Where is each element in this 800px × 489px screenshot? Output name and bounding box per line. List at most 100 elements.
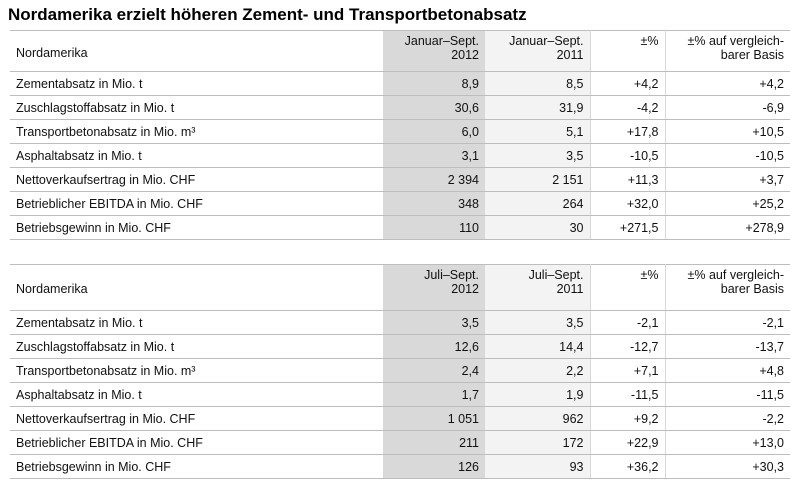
header-line: Januar–Sept. <box>404 34 479 48</box>
value-cell: -13,7 <box>664 334 790 359</box>
value-cell: 3,1 <box>383 143 485 168</box>
header-row: Nordamerika Januar–Sept. 2012 Januar–Sept. 2… <box>10 30 790 72</box>
value-cell: 126 <box>383 454 485 479</box>
header-line: Juli–Sept. <box>528 268 584 282</box>
value-cell: +25,2 <box>664 191 790 216</box>
value-cell: +9,2 <box>589 406 665 431</box>
row-label: Zementabsatz in Mio. t <box>10 310 383 335</box>
value-cell: 5,1 <box>485 119 590 144</box>
value-cell: +10,5 <box>664 119 790 144</box>
header-line: Januar–Sept. <box>509 34 584 48</box>
table: Nordamerika Juli–Sept. 2012 Juli–Sept. 2011 ±… <box>10 264 790 479</box>
value-cell: 1 051 <box>383 406 485 431</box>
header-label: Nordamerika <box>10 264 383 311</box>
row: Betrieblicher EBITDA in Mio. CHF 211 172 +2… <box>10 430 790 455</box>
value-cell: +36,2 <box>589 454 665 479</box>
row: Zementabsatz in Mio. t 8,9 8,5 +4,2 +4,2 <box>10 71 790 96</box>
row: Asphaltabsatz in Mio. t 3,1 3,5 -10,5 -10,5 <box>10 143 790 168</box>
value-cell: 8,5 <box>485 71 590 96</box>
header-cell: ±% <box>589 264 665 311</box>
header-line: ±% <box>640 268 659 282</box>
header-cell: ±% <box>589 30 665 72</box>
row-label: Betrieblicher EBITDA in Mio. CHF <box>10 430 383 455</box>
value-cell: 14,4 <box>485 334 590 359</box>
header-line: 2012 <box>451 48 479 62</box>
value-cell: -2,1 <box>589 310 665 335</box>
value-cell: 110 <box>383 215 485 240</box>
value-cell: -10,5 <box>664 143 790 168</box>
row-label: Zuschlagstoffabsatz in Mio. t <box>10 95 383 120</box>
value-cell: +278,9 <box>664 215 790 240</box>
value-cell: +4,2 <box>664 71 790 96</box>
value-cell: 3,5 <box>485 143 590 168</box>
value-cell: -11,5 <box>664 382 790 407</box>
header-label: Nordamerika <box>10 30 383 72</box>
row-label: Betrieblicher EBITDA in Mio. CHF <box>10 191 383 216</box>
table: Nordamerika Januar–Sept. 2012 Januar–Sept. 2… <box>10 30 790 240</box>
header-line: ±% auf vergleich- <box>687 268 784 282</box>
value-cell: +32,0 <box>589 191 665 216</box>
header-line: barer Basis <box>720 282 784 296</box>
header-line: ±% auf vergleich- <box>687 34 784 48</box>
row: Asphaltabsatz in Mio. t 1,7 1,9 -11,5 -11,5 <box>10 382 790 407</box>
value-cell: -6,9 <box>664 95 790 120</box>
value-cell: 6,0 <box>383 119 485 144</box>
header-row: Nordamerika Juli–Sept. 2012 Juli–Sept. 2011 ±… <box>10 264 790 311</box>
row: Zuschlagstoffabsatz in Mio. t 12,6 14,4 -12… <box>10 334 790 359</box>
value-cell: 12,6 <box>383 334 485 359</box>
value-cell: 8,9 <box>383 71 485 96</box>
value-cell: 31,9 <box>485 95 590 120</box>
row: Nettoverkaufsertrag in Mio. CHF 1 051 962 +… <box>10 406 790 431</box>
header-line: 2011 <box>556 282 584 296</box>
header-line: 2011 <box>556 48 584 62</box>
row: Betrieblicher EBITDA in Mio. CHF 348 264 +3… <box>10 191 790 216</box>
value-cell: 264 <box>485 191 590 216</box>
value-cell: 30,6 <box>383 95 485 120</box>
value-cell: -11,5 <box>589 382 665 407</box>
row-label: Zuschlagstoffabsatz in Mio. t <box>10 334 383 359</box>
row-label: Transportbetonabsatz in Mio. m³ <box>10 119 383 144</box>
header-line: barer Basis <box>720 48 784 62</box>
value-cell: 2 394 <box>383 167 485 192</box>
row-label: Asphaltabsatz in Mio. t <box>10 143 383 168</box>
row: Nettoverkaufsertrag in Mio. CHF 2 394 2 15… <box>10 167 790 192</box>
row: Betriebsgewinn in Mio. CHF 110 30 +271,5 +27… <box>10 215 790 240</box>
value-cell: -2,2 <box>664 406 790 431</box>
value-cell: -12,7 <box>589 334 665 359</box>
header-cell: ±% auf vergleich-barer Basis <box>664 30 790 72</box>
row-label: Transportbetonabsatz in Mio. m³ <box>10 358 383 383</box>
value-cell: +17,8 <box>589 119 665 144</box>
value-cell: +4,8 <box>664 358 790 383</box>
value-cell: +271,5 <box>589 215 665 240</box>
value-cell: 30 <box>485 215 590 240</box>
row: Betriebsgewinn in Mio. CHF 126 93 +36,2 +30,… <box>10 454 790 479</box>
value-cell: +7,1 <box>589 358 665 383</box>
value-cell: 93 <box>485 454 590 479</box>
header-line: ±% <box>640 34 659 48</box>
value-cell: +11,3 <box>589 167 665 192</box>
value-cell: +13,0 <box>664 430 790 455</box>
header-cell: Juli–Sept. 2011 <box>485 264 590 311</box>
header-cell: Januar–Sept. 2012 <box>383 30 485 72</box>
header-line: Juli–Sept. <box>424 268 479 282</box>
value-cell: 2,4 <box>383 358 485 383</box>
value-cell: 211 <box>383 430 485 455</box>
value-cell: +3,7 <box>664 167 790 192</box>
value-cell: -4,2 <box>589 95 665 120</box>
title: Nordamerika erzielt höheren Zement- und … <box>8 5 527 24</box>
row-label: Nettoverkaufsertrag in Mio. CHF <box>10 406 383 431</box>
value-cell: -2,1 <box>664 310 790 335</box>
value-cell: 1,9 <box>485 382 590 407</box>
value-cell: 2,2 <box>485 358 590 383</box>
row-label: Betriebsgewinn in Mio. CHF <box>10 454 383 479</box>
row: Zementabsatz in Mio. t 3,5 3,5 -2,1 -2,1 <box>10 310 790 335</box>
value-cell: 962 <box>485 406 590 431</box>
header-cell: ±% auf vergleich-barer Basis <box>664 264 790 311</box>
row: Transportbetonabsatz in Mio. m³ 2,4 2,2 +7,… <box>10 358 790 383</box>
row-label: Betriebsgewinn in Mio. CHF <box>10 215 383 240</box>
value-cell: 348 <box>383 191 485 216</box>
value-cell: -10,5 <box>589 143 665 168</box>
row-label: Zementabsatz in Mio. t <box>10 71 383 96</box>
row-label: Nettoverkaufsertrag in Mio. CHF <box>10 167 383 192</box>
